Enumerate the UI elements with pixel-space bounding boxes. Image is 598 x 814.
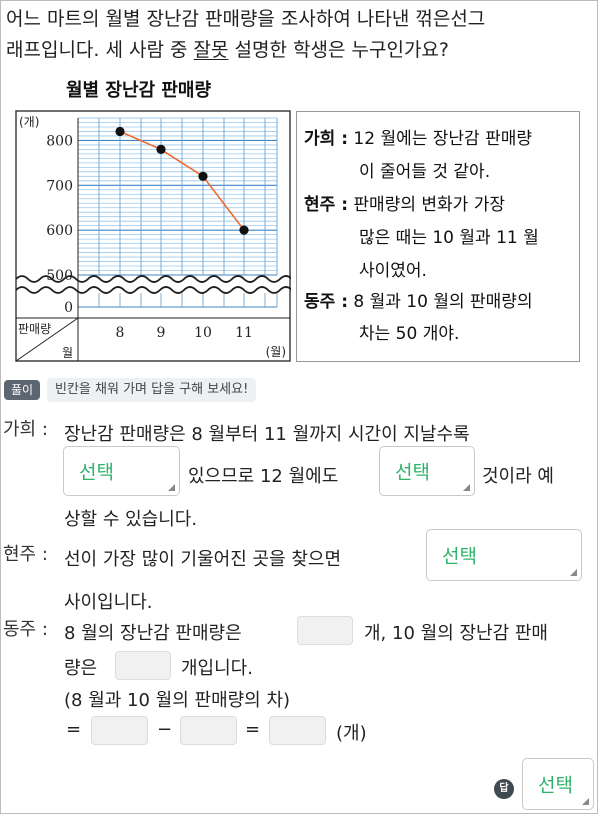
select-label: 선택 [395,461,430,484]
y-tick-label: 600 [46,223,73,239]
x-unit-label: (월) [266,345,286,359]
statement-name: 현주 : [304,195,348,215]
gahee-line-2b: 것이라 예 [482,466,554,487]
statement-text: 많은 때는 10 월과 11 월 [359,228,539,248]
blank-minuend[interactable] [91,716,148,745]
question-line-1: 어느 마트의 월별 장난감 판매량을 조사하여 나타낸 꺾은선그 [6,8,486,30]
gahee-line-1: 장난감 판매량은 8 월부터 11 월까지 시간이 지날수록 [64,424,470,445]
solution-badge: 풀이 [4,380,40,400]
statement-text: 이 줄어들 것 같아. [359,162,491,182]
resize-corner-icon [168,484,175,491]
data-point [115,126,125,137]
dongju-line-2b: 개입니다. [181,658,253,679]
statement-text: 8 월과 10 월의 판매량의 [353,292,533,312]
blank-august-sales[interactable] [297,616,353,645]
corner-diagonal [15,317,79,362]
select-label: 선택 [442,545,477,568]
corner-label-month: 월 [62,346,73,360]
question-line-2-end: 설명한 학생은 누구인가요? [228,39,449,61]
x-tick-label: 10 [194,325,212,341]
corner-label-sales: 판매량 [18,322,51,336]
chart-grid [15,110,291,362]
x-tick-label: 11 [235,325,253,341]
question-line-2-start: 래프입니다. 세 사람 중 [6,39,194,61]
statement-gahee: 가희 : 12 월에는 장난감 판매량 [304,122,532,156]
gahee-select-1[interactable]: 선택 [63,446,180,496]
data-point [198,171,208,181]
hyunju-line-1: 선이 가장 많이 기울어진 곳을 찾으면 [64,549,342,570]
y-tick-label: 700 [46,178,73,194]
axis-break-wave [15,275,291,283]
axis-break-wave [15,286,291,294]
data-point [156,144,166,154]
y-unit-label: (개) [19,115,39,129]
statement-hyunju: 현주 : 판매량의 변화가 가장 [304,188,505,222]
underlined-word: 잘못 [193,39,229,61]
gahee-select-2[interactable]: 선택 [379,446,475,496]
series-line [119,130,245,231]
blank-subtrahend[interactable] [180,716,237,745]
resize-corner-icon [463,484,470,491]
hyunju-select[interactable]: 선택 [426,529,582,581]
equals-sign: = [245,719,261,740]
gahee-line-2a: 있으므로 12 월에도 [188,466,339,487]
question-text: 어느 마트의 월별 장난감 판매량을 조사하여 나타낸 꺾은선그 래프입니다. … [6,4,592,66]
gahee-line-3: 상할 수 있습니다. [64,509,198,530]
resize-corner-icon [582,798,589,805]
dongju-line-1b: 개, 10 월의 장난감 판매 [364,623,548,644]
statement-text: 사이였어. [359,261,427,281]
data-point [239,225,249,235]
statement-text: 차는 50 개야. [359,324,460,344]
solution-name-gahee: 가희 : [3,419,48,440]
solution-name-dongju: 동주 : [3,619,48,640]
x-tick-label: 9 [157,325,166,341]
solution-hint: 빈칸을 채워 가며 답을 구해 보세요! [47,378,257,402]
y-tick-label: 800 [46,133,73,149]
statement-box: 가희 : 12 월에는 장난감 판매량 이 줄어들 것 같아. 현주 : 판매량… [296,111,580,362]
chart-title: 월별 장난감 판매량 [66,80,212,101]
statement-name: 동주 : [304,292,348,312]
blank-difference[interactable] [269,716,326,745]
y-zero-label: 0 [64,300,73,316]
select-label: 선택 [79,461,114,484]
equals-sign: = [66,719,82,740]
statement-text: 판매량의 변화가 가장 [353,195,505,215]
y-tick-label: 500 [46,268,73,284]
minus-sign: − [157,719,173,740]
unit-label: (개) [336,723,367,744]
solution-name-hyunju: 현주 : [3,544,48,565]
statement-text: 12 월에는 장난감 판매량 [353,129,533,149]
select-label: 선택 [538,774,573,797]
dongju-line-2a: 량은 [64,658,98,679]
dongju-line-1a: 8 월의 장난감 판매량은 [64,623,242,644]
chart-marks [115,126,249,235]
statement-name: 가희 : [304,129,348,149]
dongju-line-3: (8 월과 10 월의 판매량의 차) [64,690,291,711]
resize-corner-icon [570,569,577,576]
answer-select[interactable]: 선택 [522,758,594,810]
answer-icon: 답 [494,779,514,799]
hyunju-line-2: 사이입니다. [64,592,153,613]
statement-dongju: 동주 : 8 월과 10 월의 판매량의 [304,285,533,319]
x-tick-label: 8 [116,325,125,341]
blank-october-sales[interactable] [115,651,171,680]
